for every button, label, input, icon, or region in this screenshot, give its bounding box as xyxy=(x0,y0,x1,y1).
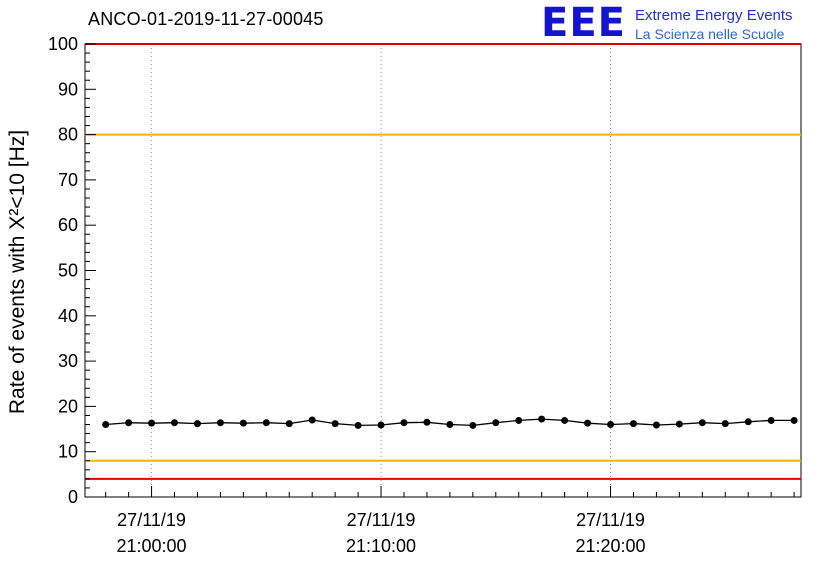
y-tick-label: 100 xyxy=(48,34,78,54)
data-point xyxy=(285,420,293,428)
data-point xyxy=(469,421,477,429)
data-point xyxy=(171,419,178,427)
data-point xyxy=(629,420,637,428)
reference-lines xyxy=(85,43,801,480)
data-point xyxy=(515,416,523,424)
data-point xyxy=(400,419,408,427)
data-series-event-rate xyxy=(102,415,798,429)
data-point xyxy=(148,419,156,427)
data-point xyxy=(561,416,569,424)
eee-logo: EEE Extreme Energy Events La Scienza nel… xyxy=(541,2,793,44)
data-point xyxy=(446,421,454,429)
y-tick-label: 30 xyxy=(58,351,78,371)
chart-content: 010203040506070809010027/11/1921:00:0027… xyxy=(48,34,802,556)
x-tick-label-time: 21:20:00 xyxy=(575,536,645,556)
y-tick-label: 70 xyxy=(58,170,78,190)
plot-frame xyxy=(84,43,802,498)
plot-title: ANCO-01-2019-11-27-00045 xyxy=(88,9,324,29)
eee-logo-line1: Extreme Energy Events xyxy=(634,7,793,24)
data-point xyxy=(331,420,339,428)
data-point xyxy=(423,418,431,426)
eee-logo-text: Extreme Energy Events La Scienza nelle S… xyxy=(635,2,793,43)
data-point xyxy=(538,415,546,423)
x-tick-label-date: 27/11/19 xyxy=(347,510,416,530)
y-tick-label: 80 xyxy=(58,125,78,145)
data-point xyxy=(607,421,615,429)
data-point xyxy=(102,421,110,429)
eee-logo-acronym: EEE xyxy=(541,0,626,46)
data-point xyxy=(239,419,247,427)
data-point xyxy=(216,419,224,427)
x-tick-label-date: 27/11/19 xyxy=(576,510,645,530)
y-axis-ticks: 0 10 20 30 40 50 60 70 80 90 100 xyxy=(48,34,96,507)
frame-rect xyxy=(84,43,802,498)
y-tick-label: 60 xyxy=(58,215,78,235)
data-point xyxy=(744,418,752,426)
data-point xyxy=(262,419,270,427)
y-axis-title: Rate of events with X²<10 [Hz] xyxy=(6,130,29,414)
data-point xyxy=(675,420,683,428)
data-point xyxy=(584,419,592,427)
y-tick-label: 10 xyxy=(58,442,78,462)
data-point xyxy=(354,421,362,429)
data-point xyxy=(767,416,775,424)
data-point xyxy=(721,420,729,428)
data-point xyxy=(698,419,706,427)
data-point xyxy=(308,416,316,424)
data-point xyxy=(790,416,798,424)
data-point xyxy=(125,419,133,427)
x-axis-ticks: 27/11/19 21:00:00 27/11/19 21:10:00 27/11/19… xyxy=(105,486,795,556)
y-tick-label: 90 xyxy=(58,79,78,99)
y-tick-label: 20 xyxy=(58,396,78,416)
y-tick-label: 50 xyxy=(58,261,78,281)
data-point xyxy=(492,419,500,427)
x-tick-label-time: 21:00:00 xyxy=(117,536,187,556)
data-point xyxy=(377,421,385,429)
data-point xyxy=(193,420,201,428)
y-tick-label: 40 xyxy=(58,306,78,326)
eee-logo-line2: La Scienza nelle Scuole xyxy=(634,25,785,42)
y-tick-label: 0 xyxy=(68,487,78,507)
data-point xyxy=(652,421,660,429)
x-gridlines xyxy=(151,44,612,497)
x-tick-label-date: 27/11/19 xyxy=(117,510,186,530)
x-tick-label-time: 21:10:00 xyxy=(346,536,416,556)
